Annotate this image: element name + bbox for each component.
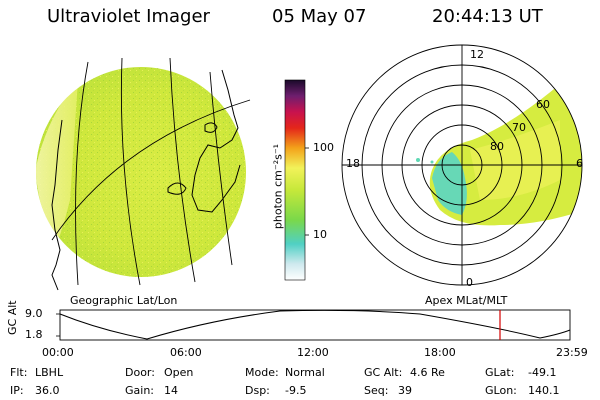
- mlt-label-6: 6: [576, 157, 583, 170]
- time-tick-0000: 00:00: [42, 346, 74, 359]
- ip-label: IP:: [10, 384, 24, 397]
- apex-projection-label: Apex MLat/MLT: [425, 294, 508, 307]
- time-tick-1800: 18:00: [424, 346, 456, 359]
- seq-label: Seq:: [364, 384, 389, 397]
- lat-label-60: 60: [536, 98, 550, 111]
- auroral-oval-image: [416, 62, 582, 226]
- polar-grid: [341, 44, 583, 286]
- glat-value: -49.1: [528, 366, 557, 379]
- mode-label: Mode:: [245, 366, 279, 379]
- lat-label-80: 80: [490, 140, 504, 153]
- time-tick-2359: 23:59: [556, 346, 588, 359]
- colorbar-tick-10: 10: [313, 228, 327, 241]
- altitude-curve: [59, 309, 571, 340]
- mlt-label-12: 12: [470, 48, 484, 61]
- ip-value: 36.0: [35, 384, 60, 397]
- island-outline: [204, 122, 218, 133]
- mlt-label-0: 0: [466, 276, 473, 289]
- latitude-line: [51, 99, 251, 241]
- altitude-tick-9: 9.0: [25, 307, 43, 320]
- flt-value: LBHL: [35, 366, 64, 379]
- seq-value: 39: [398, 384, 412, 397]
- time-tick-0600: 06:00: [170, 346, 202, 359]
- lat-label-70: 70: [512, 121, 526, 134]
- time-tick-1200: 12:00: [297, 346, 329, 359]
- mode-value: Normal: [285, 366, 325, 379]
- colorbar-tick-100: 100: [313, 141, 334, 154]
- glon-value: 140.1: [528, 384, 560, 397]
- door-value: Open: [164, 366, 194, 379]
- coastline-right: [191, 69, 241, 213]
- time-label: 20:44:13 UT: [432, 6, 543, 27]
- geographic-projection-label: Geographic Lat/Lon: [70, 294, 178, 307]
- mlt-label-18: 18: [346, 157, 360, 170]
- coastline-left: [51, 119, 63, 291]
- door-label: Door:: [125, 366, 155, 379]
- dsp-value: -9.5: [285, 384, 307, 397]
- dsp-label: Dsp:: [245, 384, 270, 397]
- island-outline-2: [167, 182, 187, 195]
- meridian-lines: [75, 57, 233, 286]
- gcalt-label: GC Alt:: [364, 366, 403, 379]
- glat-label: GLat:: [485, 366, 515, 379]
- gain-label: Gain:: [125, 384, 154, 397]
- altitude-tick-1-8: 1.8: [25, 328, 43, 341]
- date-label: 05 May 07: [272, 6, 367, 27]
- glon-label: GLon:: [485, 384, 517, 397]
- gain-value: 14: [164, 384, 178, 397]
- gcalt-value: 4.6 Re: [410, 366, 445, 379]
- instrument-title: Ultraviolet Imager: [47, 6, 210, 27]
- flt-label: Flt:: [10, 366, 28, 379]
- altitude-axis-label-text: GC Alt: [6, 300, 19, 335]
